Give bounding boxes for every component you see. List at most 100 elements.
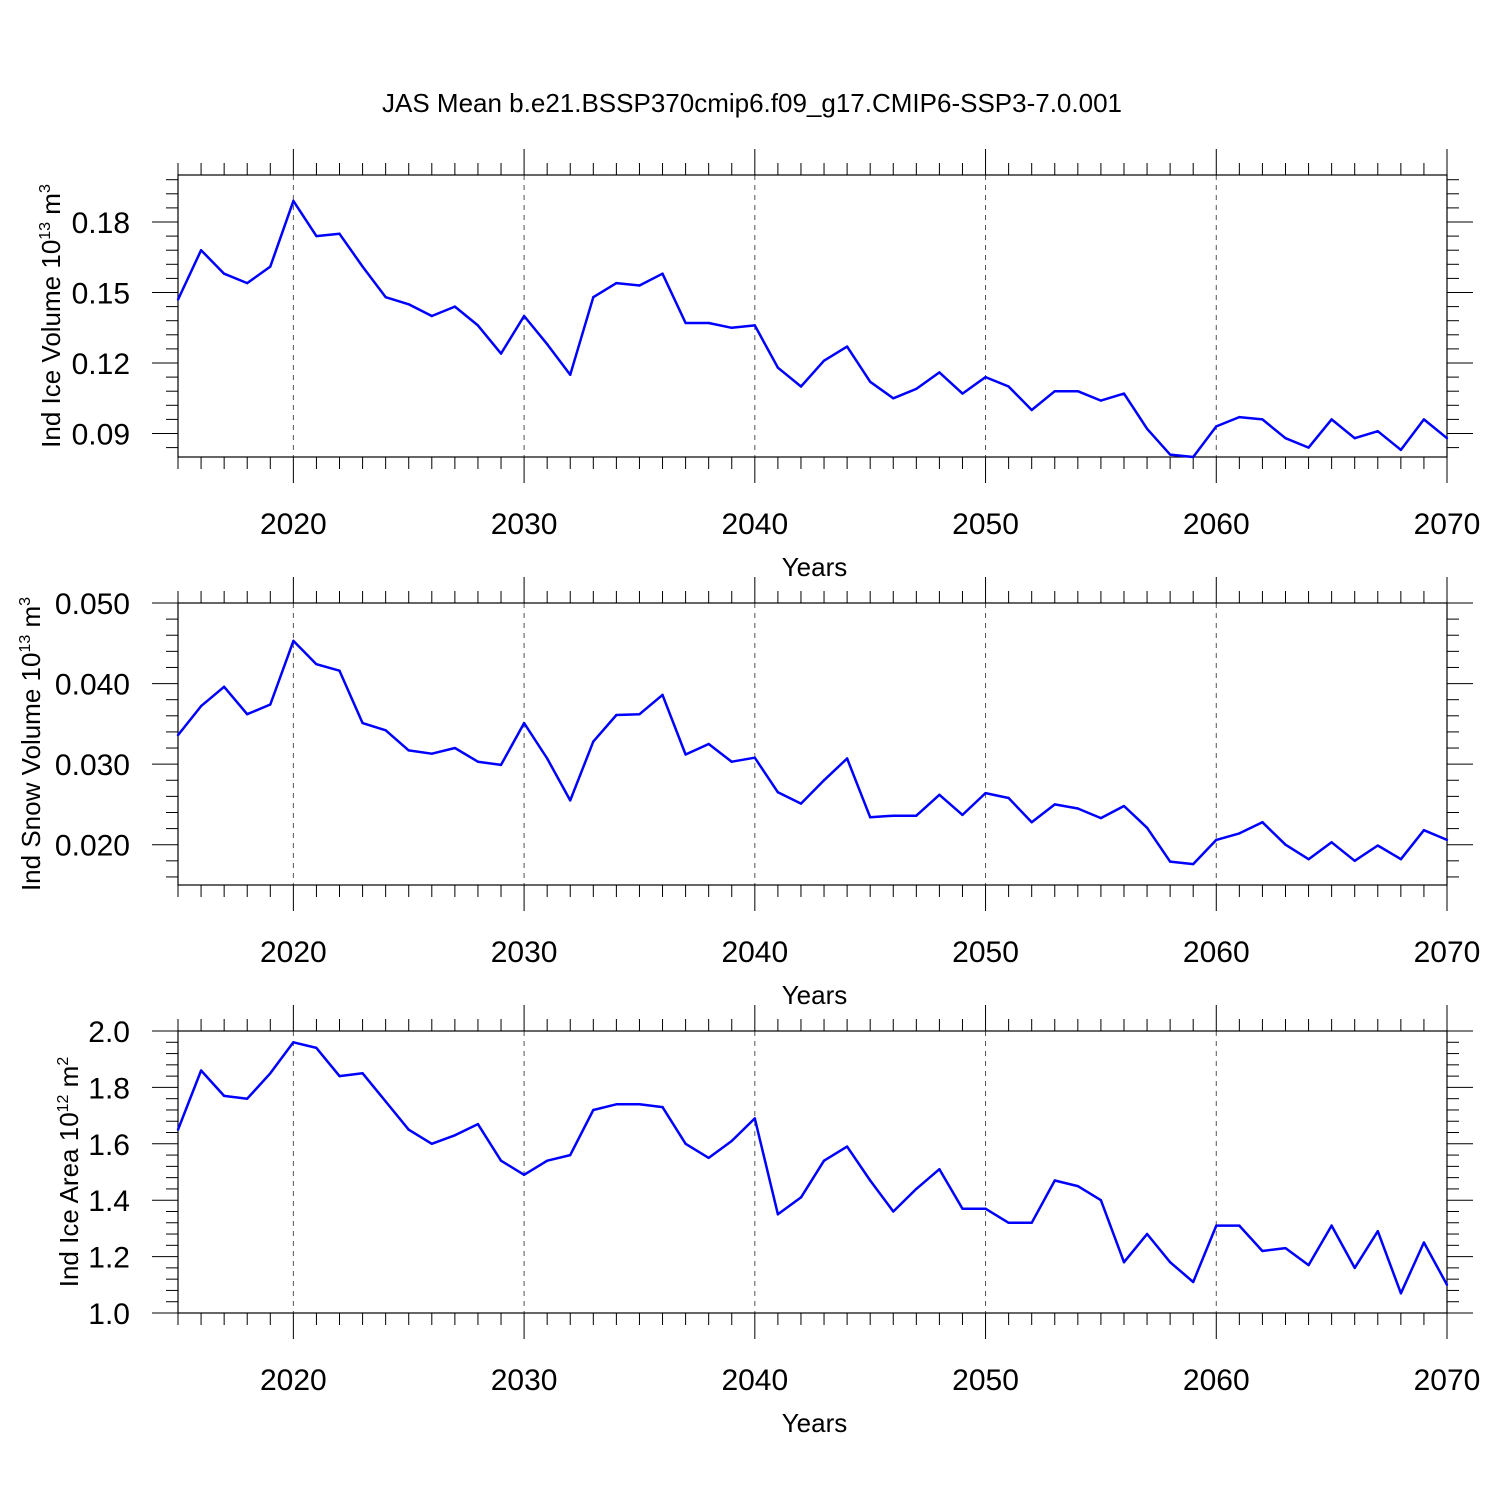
data-point xyxy=(776,366,780,369)
data-point xyxy=(638,712,641,716)
data-point xyxy=(1099,816,1103,820)
x-tick-label: 2030 xyxy=(491,936,558,969)
data-point xyxy=(961,392,964,395)
data-point xyxy=(845,757,849,760)
data-point xyxy=(984,375,987,379)
y-tick-label: 1.0 xyxy=(88,1298,130,1331)
data-point xyxy=(661,693,664,697)
x-tick-label: 2060 xyxy=(1183,508,1250,541)
data-point xyxy=(1307,446,1310,449)
data-point xyxy=(1099,399,1103,402)
data-point xyxy=(1099,1199,1103,1202)
data-point xyxy=(799,385,803,388)
data-point xyxy=(1238,1224,1241,1227)
data-point xyxy=(222,272,226,275)
x-tick-label: 2040 xyxy=(721,508,788,541)
data-point xyxy=(338,669,341,672)
data-point xyxy=(1007,1221,1010,1224)
data-point xyxy=(961,813,964,817)
data-point xyxy=(892,814,895,817)
x-tick-label: 2020 xyxy=(260,936,327,969)
data-point xyxy=(545,1159,549,1162)
data-point xyxy=(545,343,549,346)
data-point xyxy=(453,305,457,308)
x-axis-label: Years xyxy=(782,1408,848,1438)
x-tick-label: 2040 xyxy=(721,1364,788,1397)
data-point xyxy=(753,756,757,759)
data-point xyxy=(1053,803,1056,806)
data-point xyxy=(176,298,180,301)
data-point xyxy=(915,1187,918,1191)
data-point xyxy=(938,793,941,796)
data-point xyxy=(915,387,918,391)
data-point xyxy=(476,1122,480,1126)
data-point xyxy=(707,321,710,325)
x-tick-label: 2060 xyxy=(1183,1364,1250,1397)
data-point xyxy=(522,1173,526,1177)
x-tick-label: 2060 xyxy=(1183,936,1250,969)
x-tick-label: 2030 xyxy=(491,508,558,541)
x-tick-label: 2020 xyxy=(260,508,327,541)
x-tick-label: 2070 xyxy=(1414,508,1481,541)
data-point xyxy=(730,326,733,329)
data-point xyxy=(845,1145,849,1148)
x-tick-label: 2050 xyxy=(952,1364,1019,1397)
y-tick-label: 0.15 xyxy=(72,278,130,311)
data-point xyxy=(499,352,503,355)
data-point xyxy=(1076,807,1080,810)
y-tick-label: 1.4 xyxy=(88,1185,130,1218)
data-point xyxy=(407,749,410,752)
series-line xyxy=(176,1041,1449,1295)
data-point xyxy=(592,740,595,743)
data-point xyxy=(1145,826,1149,829)
data-point xyxy=(338,232,341,235)
data-point xyxy=(1445,838,1449,842)
data-point xyxy=(1145,1232,1149,1236)
data-point xyxy=(1307,858,1310,861)
x-tick-label: 2050 xyxy=(952,508,1019,541)
data-point xyxy=(292,199,295,203)
series-line xyxy=(176,199,1448,459)
data-point xyxy=(522,721,526,725)
data-point xyxy=(822,1159,826,1162)
data-point xyxy=(1445,437,1449,440)
data-point xyxy=(845,345,849,348)
data-point xyxy=(269,1072,272,1075)
data-point xyxy=(684,753,687,756)
data-point xyxy=(338,1074,341,1078)
data-point xyxy=(1122,392,1126,395)
data-point xyxy=(1168,1261,1172,1264)
data-point xyxy=(176,1128,180,1131)
data-point xyxy=(361,1072,364,1075)
data-point xyxy=(1284,437,1287,440)
data-point xyxy=(222,685,226,688)
data-point xyxy=(661,272,664,275)
data-point xyxy=(984,1207,987,1210)
data-point xyxy=(1238,415,1241,419)
data-point xyxy=(776,1213,780,1216)
data-point xyxy=(1007,796,1010,800)
y-tick-label: 1.2 xyxy=(88,1242,130,1275)
data-point xyxy=(1053,1179,1056,1182)
data-point xyxy=(1353,1266,1356,1270)
data-point xyxy=(1053,390,1056,393)
data-point xyxy=(1192,862,1195,866)
data-point xyxy=(1399,1292,1403,1295)
data-point xyxy=(361,721,364,725)
data-point xyxy=(1030,820,1033,824)
y-axis-label: Ind Ice Volume 1013 m3 xyxy=(36,184,66,448)
x-tick-label: 2050 xyxy=(952,936,1019,969)
x-tick-label: 2030 xyxy=(491,1364,558,1397)
data-point xyxy=(1145,427,1149,430)
data-point xyxy=(1422,1241,1426,1244)
y-tick-label: 1.6 xyxy=(88,1129,130,1162)
data-point xyxy=(292,639,295,643)
data-point xyxy=(199,1069,203,1072)
data-point xyxy=(868,1179,872,1182)
data-point xyxy=(638,1103,641,1106)
data-point xyxy=(1261,418,1264,421)
data-point xyxy=(430,314,433,318)
chart-panel-1: 2020 2030 2040 2050 2060 2070 0.09 0.12 0.15 0.18… xyxy=(36,149,1480,582)
y-tick-label: 1.8 xyxy=(88,1072,130,1105)
